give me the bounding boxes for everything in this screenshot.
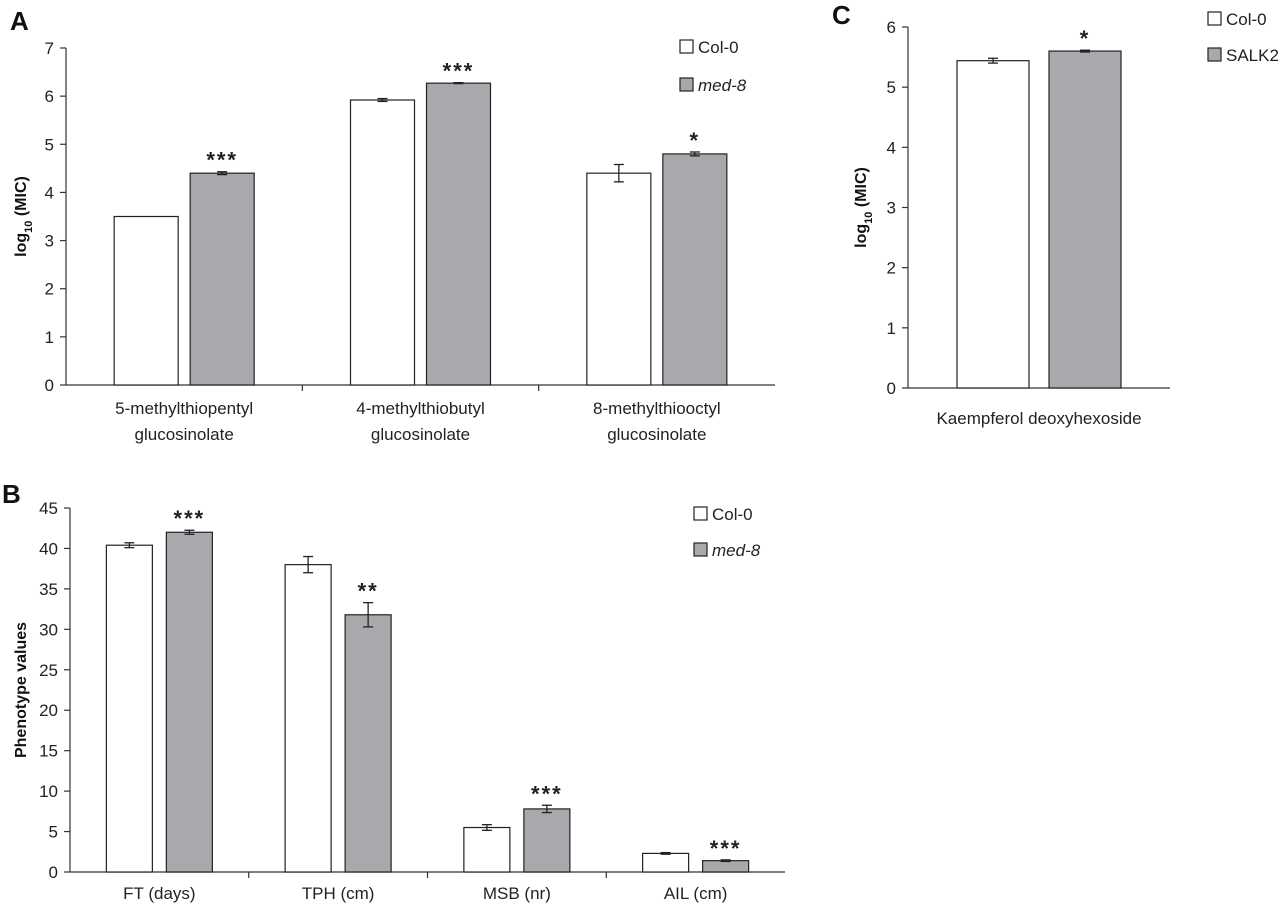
y-tick-label: 6 [887, 18, 896, 37]
significance-stars: ** [358, 579, 379, 604]
significance-stars: *** [531, 781, 563, 806]
legend-swatch-col-0 [1207, 11, 1222, 26]
bar-med-8 [523, 808, 571, 873]
y-tick-label: 2 [45, 280, 54, 299]
bar-med-8 [425, 82, 492, 386]
legend-swatch-salk2 [1207, 47, 1222, 62]
panel-label-b: B [2, 479, 21, 509]
y-axis-label: log10 (MIC) [13, 176, 35, 257]
legend-label-col-0: Col-0 [712, 505, 753, 524]
x-category-label: FT (days) [123, 884, 195, 903]
y-axis-label: Phenotype values [13, 622, 30, 758]
bar-col-0 [642, 852, 690, 873]
chart-panel-a: A 0 1 2 3 4 5 6 7 log10 (MIC) 5-methylthiopentyl gl… [10, 6, 775, 444]
y-tick-label: 35 [39, 580, 58, 599]
x-category-label: MSB (nr) [483, 884, 551, 903]
legend-swatch-med-8 [693, 542, 708, 557]
bar-col-0 [284, 564, 332, 873]
y-tick-label: 30 [39, 620, 58, 639]
bar-med-8 [662, 153, 728, 386]
y-tick-label: 4 [45, 183, 54, 202]
legend-label-col-0: Col-0 [698, 38, 739, 57]
legend-label-salk2: SALK2 [1226, 46, 1279, 65]
legend-swatch-col-0 [693, 506, 708, 521]
y-tick-label: 25 [39, 661, 58, 680]
y-tick-label: 5 [49, 823, 58, 842]
y-tick-label: 2 [887, 259, 896, 278]
significance-stars: *** [206, 148, 238, 173]
chart-panel-b: B 0 5 10 15 20 25 30 35 40 45 Phenotype values FT (d… [2, 479, 785, 903]
panel-label-c: C [832, 0, 851, 30]
y-tick-label: 15 [39, 742, 58, 761]
y-tick-label: 10 [39, 782, 58, 801]
significance-stars: *** [710, 836, 742, 861]
legend-swatch-med-8 [679, 77, 694, 92]
bar-med-8 [165, 531, 213, 873]
y-tick-label: 7 [45, 39, 54, 58]
y-tick-label: 1 [45, 328, 54, 347]
significance-stars: *** [174, 506, 206, 531]
y-tick-label: 5 [45, 135, 54, 154]
y-axis-label: log10 (MIC) [853, 167, 875, 248]
bar-col-0 [463, 826, 511, 873]
bar-col-0 [586, 172, 652, 386]
legend-label-med-8: med-8 [712, 541, 761, 560]
x-category-label: glucosinolate [607, 425, 706, 444]
y-tick-label: 40 [39, 539, 58, 558]
panel-label-a: A [10, 6, 29, 36]
x-category-label: Kaempferol deoxyhexoside [936, 409, 1141, 428]
x-category-label: glucosinolate [135, 425, 234, 444]
bar-salk2 [1048, 50, 1122, 389]
significance-stars: *** [443, 59, 475, 84]
x-category-label: 8-methylthiooctyl [593, 399, 721, 418]
legend-label-col-0: Col-0 [1226, 10, 1267, 29]
bar-med-8 [344, 614, 392, 873]
y-tick-label: 3 [887, 199, 896, 218]
y-tick-label: 5 [887, 78, 896, 97]
significance-stars: * [1080, 26, 1091, 51]
x-category-label: glucosinolate [371, 425, 470, 444]
y-tick-label: 6 [45, 87, 54, 106]
legend-label-med-8: med-8 [698, 76, 747, 95]
y-tick-label: 0 [49, 863, 58, 882]
bar-col-0 [349, 99, 416, 386]
legend-swatch-col-0 [679, 39, 694, 54]
chart-panel-c: C 0 1 2 3 4 5 6 log10 (MIC) Kaempferol deoxyhexos… [832, 0, 1279, 428]
bar-med-8 [189, 172, 255, 386]
y-tick-label: 1 [887, 319, 896, 338]
bar-col-0 [105, 544, 153, 873]
bar-col-0 [956, 60, 1030, 389]
bar-col-0 [113, 215, 179, 386]
x-category-label: 4-methylthiobutyl [356, 399, 485, 418]
y-tick-label: 4 [887, 138, 896, 157]
x-category-label: 5-methylthiopentyl [115, 399, 253, 418]
y-tick-label: 45 [39, 499, 58, 518]
x-category-label: TPH (cm) [302, 884, 375, 903]
y-tick-label: 0 [45, 376, 54, 395]
bar-med-8 [702, 860, 750, 873]
x-category-label: AIL (cm) [664, 884, 728, 903]
significance-stars: * [690, 128, 701, 153]
y-tick-label: 3 [45, 232, 54, 251]
y-tick-label: 0 [887, 379, 896, 398]
y-tick-label: 20 [39, 701, 58, 720]
